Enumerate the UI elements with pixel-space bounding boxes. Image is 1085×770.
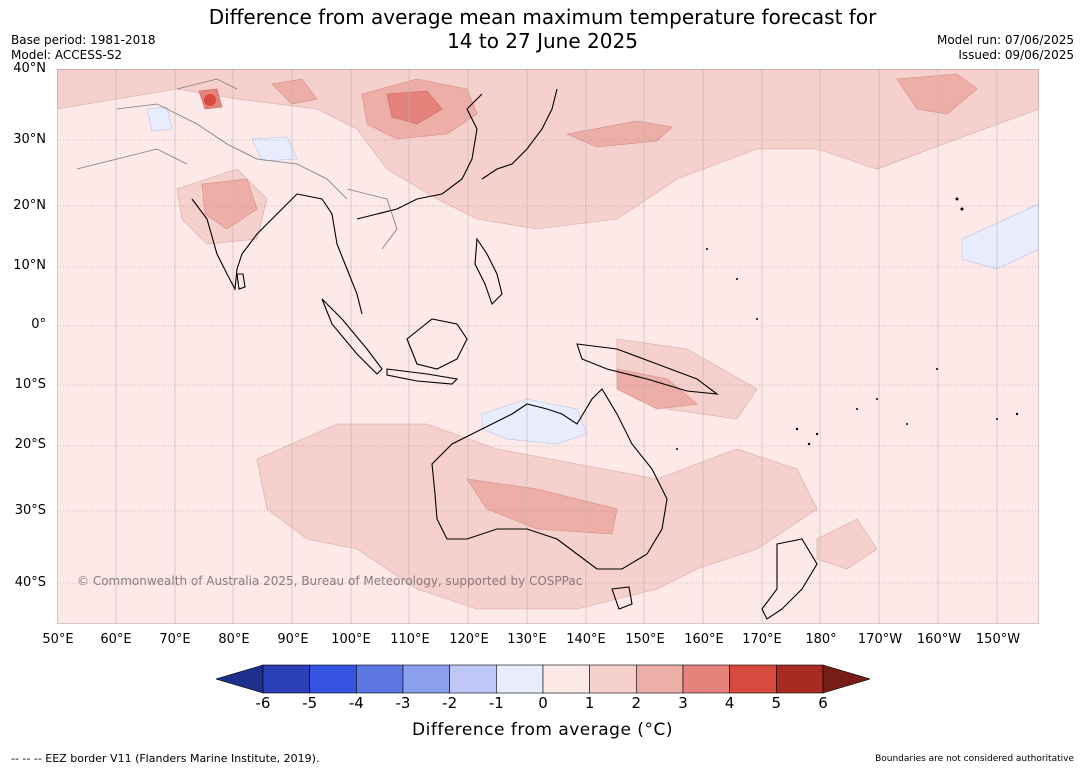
colorbar-cell xyxy=(776,664,824,694)
lon-label: 100°E xyxy=(331,632,371,647)
lon-label: 150°W xyxy=(975,632,1021,647)
lon-label: 90°E xyxy=(277,632,309,647)
model-run: Model run: 07/06/2025 xyxy=(936,33,1074,47)
colorbar-tick-label: -4 xyxy=(348,694,364,712)
colorbar-tick-label: 2 xyxy=(631,694,642,712)
meta-left: Base period: 1981-2018 Model: ACCESS-S2 xyxy=(11,33,156,63)
lon-label: 120°E xyxy=(449,632,489,647)
lon-label: 60°E xyxy=(100,632,132,647)
colorbar-tick-label: -1 xyxy=(488,694,504,712)
lon-label: 180° xyxy=(805,632,837,647)
colorbar-cells xyxy=(262,664,824,694)
country-borders xyxy=(76,78,398,250)
colorbar-cell xyxy=(309,664,357,694)
lon-label: 160°W xyxy=(916,632,962,647)
colorbar-cell xyxy=(636,664,684,694)
lat-label-30s: 30°S xyxy=(14,503,46,518)
colorbar-cell xyxy=(356,664,404,694)
lat-label-20s: 20°S xyxy=(14,437,46,452)
lat-label-10n: 10°N xyxy=(13,258,46,273)
colorbar-tick-label: -5 xyxy=(302,694,318,712)
map-title: Difference from average mean maximum tem… xyxy=(0,5,1085,53)
colorbar-cell xyxy=(402,664,450,694)
lat-label-10s: 10°S xyxy=(14,377,46,392)
colorbar-tick-label: 0 xyxy=(538,694,548,712)
boundary-disclaimer: Boundaries are not considered authoritat… xyxy=(875,754,1074,764)
colorbar-cell xyxy=(682,664,730,694)
lon-label: 160°E xyxy=(684,632,724,647)
copyright-text: © Commonwealth of Australia 2025, Bureau… xyxy=(77,574,583,588)
lon-label: 80°E xyxy=(218,632,250,647)
anomaly-band-4-5 xyxy=(204,94,216,106)
temperature-anomaly-map xyxy=(57,69,1039,624)
colorbar-tick-label: 6 xyxy=(818,694,828,712)
colorbar-left-arrow xyxy=(216,664,264,694)
title-line-2: 14 to 27 June 2025 xyxy=(447,29,638,53)
pacific-islands xyxy=(676,197,1019,450)
lon-label: 140°E xyxy=(566,632,606,647)
meta-right: Model run: 07/06/2025 Issued: 09/06/2025 xyxy=(937,33,1074,63)
colorbar-label: Difference from average (°C) xyxy=(412,720,673,740)
colorbar-cell xyxy=(542,664,590,694)
colorbar-cell xyxy=(729,664,777,694)
lon-label: 70°E xyxy=(159,632,191,647)
lat-label-30n: 30°N xyxy=(13,132,46,147)
colorbar-cell xyxy=(589,664,637,694)
lon-label: 150°E xyxy=(625,632,665,647)
colorbar-cell xyxy=(262,664,310,694)
colorbar xyxy=(216,664,870,694)
graticule xyxy=(57,69,1039,624)
lon-label: 50°E xyxy=(42,632,74,647)
lat-label-0: 0° xyxy=(31,317,46,332)
anomaly-band-neg xyxy=(146,106,1039,445)
lon-label: 170°E xyxy=(742,632,782,647)
colorbar-tick-label: 4 xyxy=(724,694,735,712)
colorbar-right-arrow xyxy=(822,664,870,694)
model-name: Model: ACCESS-S2 xyxy=(11,48,123,62)
coastlines xyxy=(191,88,818,620)
colorbar-tick-label: -2 xyxy=(442,694,458,712)
colorbar-cell xyxy=(496,664,544,694)
colorbar-tick-label: 1 xyxy=(584,694,595,712)
colorbar-tick-label: 5 xyxy=(771,694,782,712)
anomaly-band-3-4 xyxy=(198,88,443,125)
title-line-1: Difference from average mean maximum tem… xyxy=(208,5,877,29)
lat-label-20n: 20°N xyxy=(13,198,46,213)
lat-label-40s: 40°S xyxy=(14,575,46,590)
lon-label: 130°E xyxy=(507,632,547,647)
colorbar-tick-label: -3 xyxy=(395,694,411,712)
lon-label: 110°E xyxy=(390,632,430,647)
issued-date: Issued: 09/06/2025 xyxy=(958,48,1074,62)
lat-label-40n: 40°N xyxy=(13,61,46,76)
lon-label: 170°W xyxy=(857,632,903,647)
colorbar-cell xyxy=(449,664,497,694)
eez-note: -- -- -- EEZ border V11 (Flanders Marine… xyxy=(11,752,320,765)
colorbar-tick-label: 3 xyxy=(678,694,688,712)
base-period: Base period: 1981-2018 xyxy=(11,33,156,47)
colorbar-tick-label: -6 xyxy=(255,694,271,712)
